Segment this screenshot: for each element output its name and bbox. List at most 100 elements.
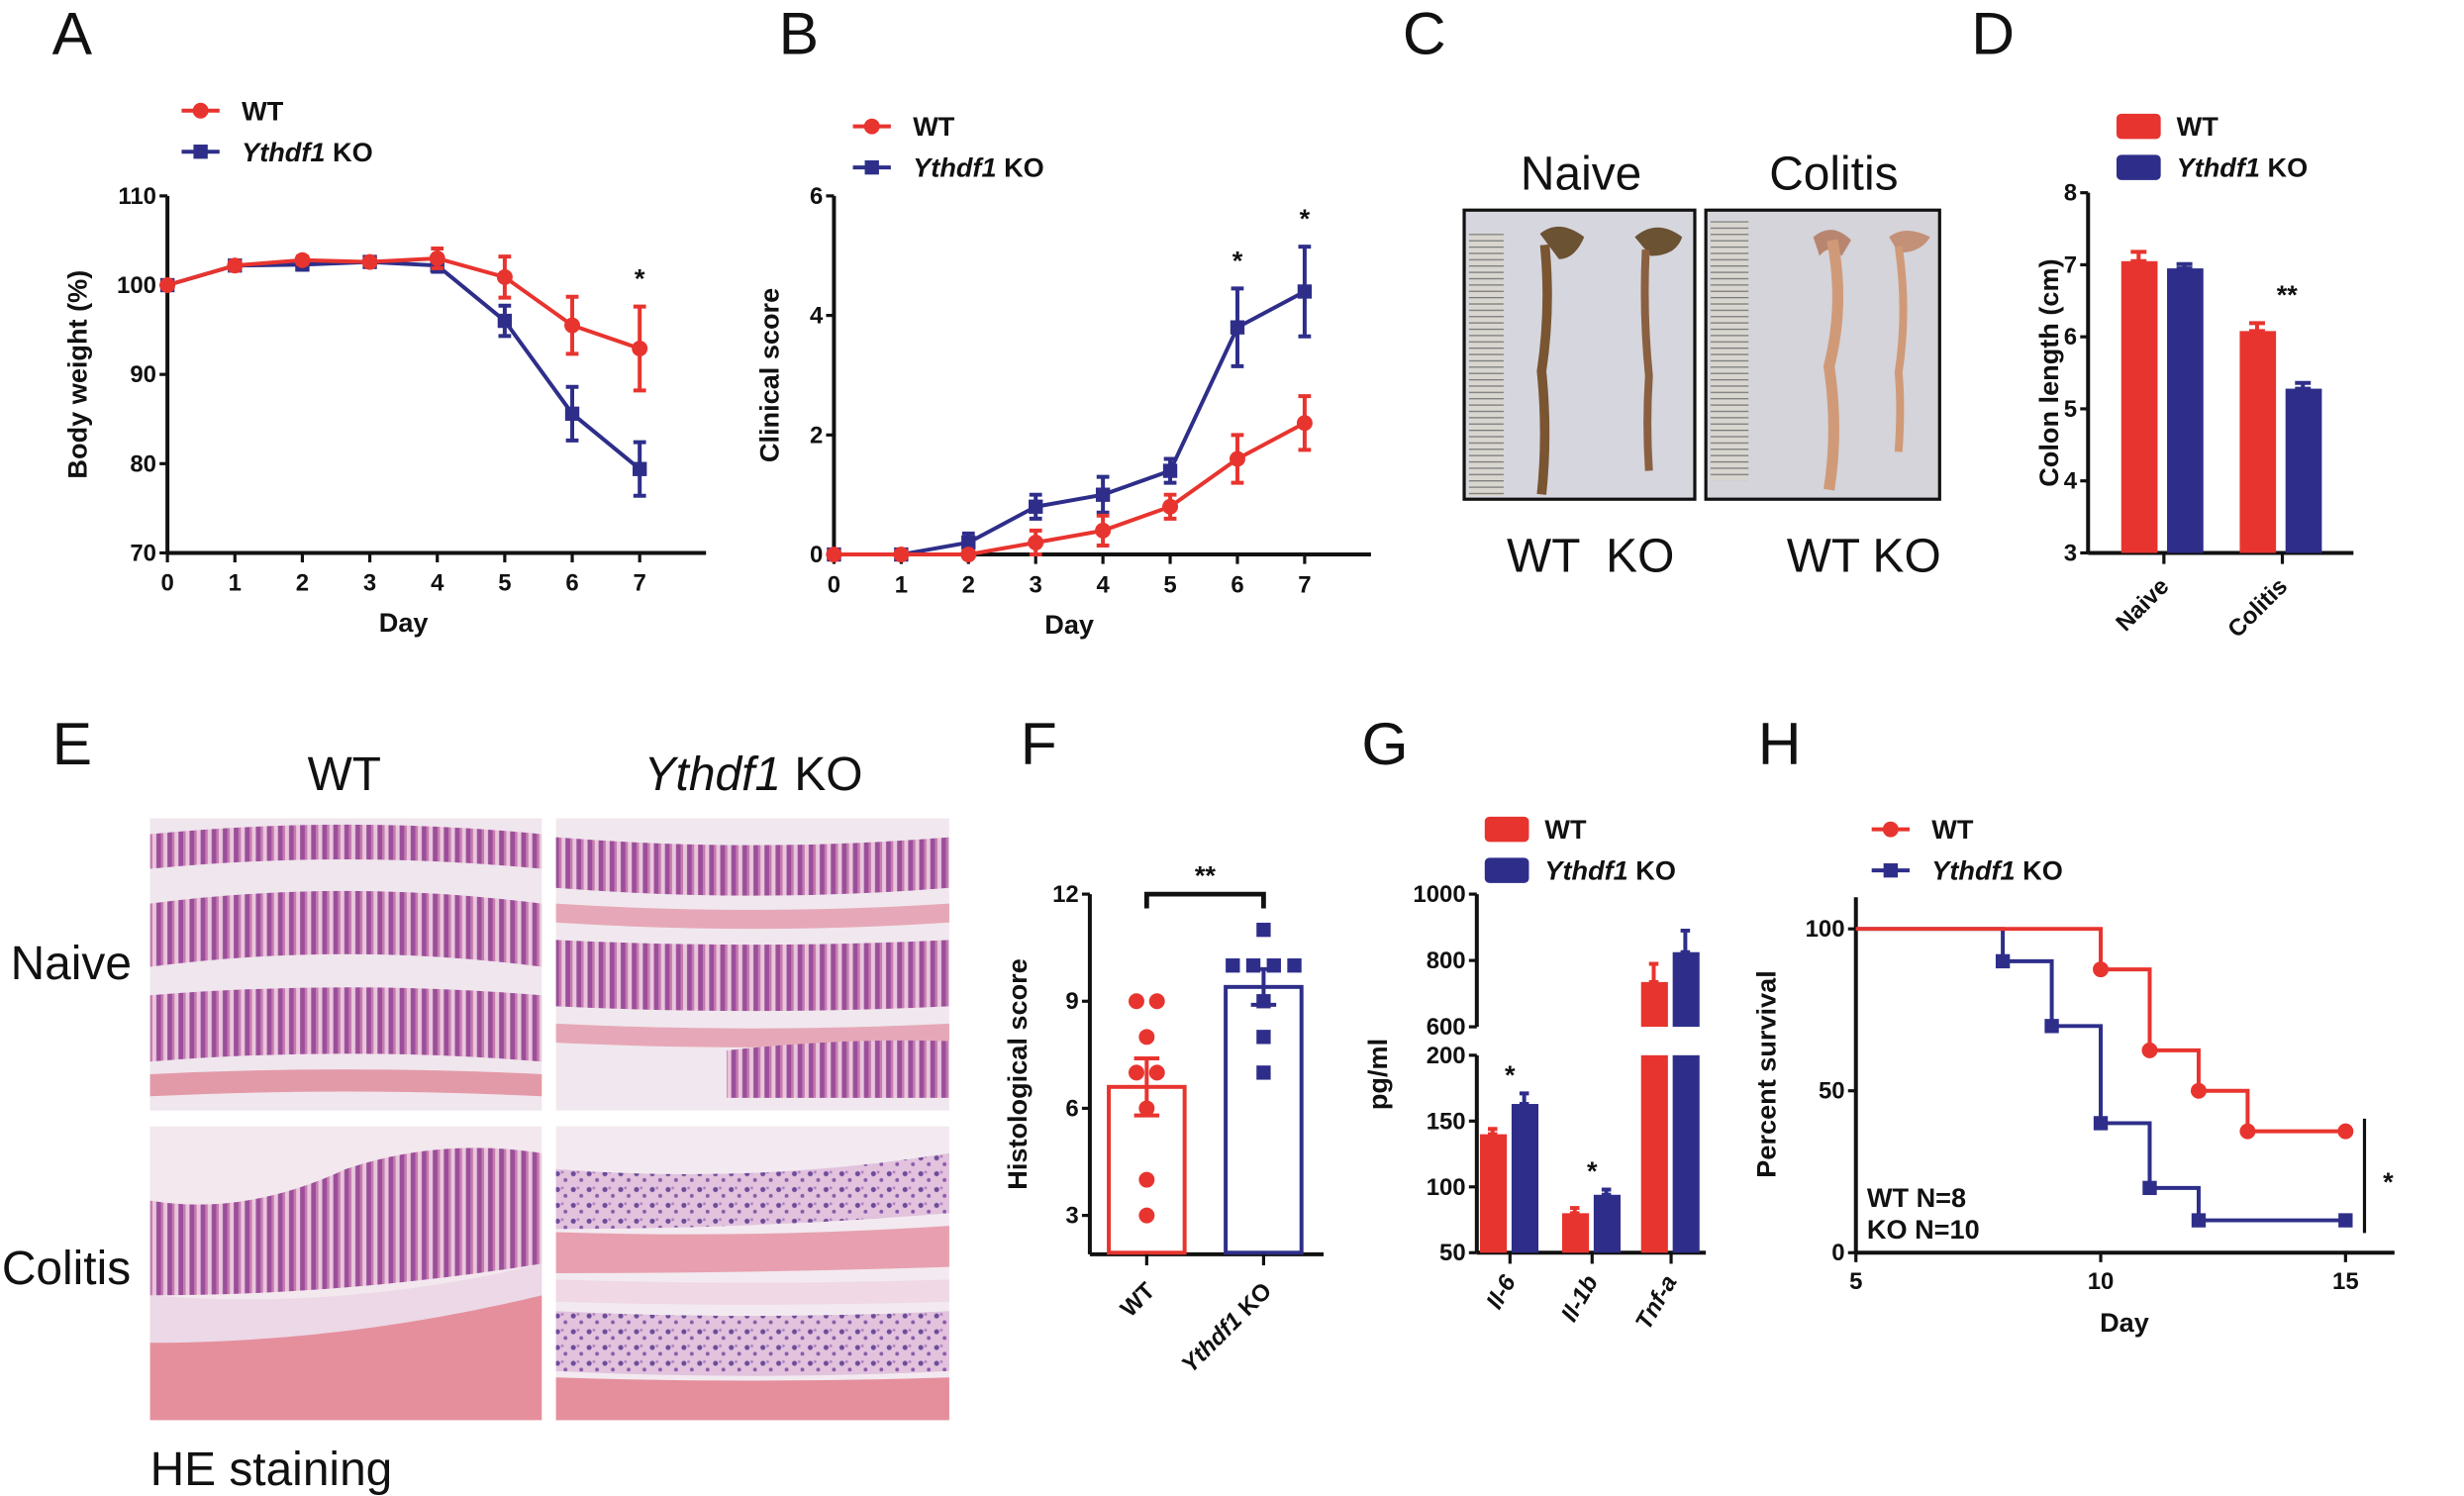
- y-axis-label: Clinical score: [754, 288, 785, 462]
- legend-label: WT: [913, 111, 955, 142]
- data-point: [294, 251, 311, 268]
- x-tick-label: 6: [1231, 571, 1243, 598]
- error-bar: [1519, 1091, 1529, 1107]
- histology-column-ko: Ythdf1 KO: [644, 748, 863, 801]
- y-tick-label: 0: [1831, 1240, 1844, 1266]
- y-tick-label: 5: [2064, 396, 2077, 423]
- ko-colon: [1894, 246, 1908, 452]
- y-tick-label: 6: [2064, 324, 2077, 350]
- data-point: [1138, 1207, 1155, 1224]
- y-tick-label: 4: [810, 303, 824, 330]
- data-point: [1029, 499, 1043, 514]
- panel-label-e: E: [52, 710, 92, 777]
- colitis-colon-photo: [1704, 208, 1941, 501]
- x-tick-label: 4: [1096, 571, 1110, 598]
- x-axis-label: Day: [379, 607, 429, 638]
- chart-d: 3 4 5 6 7 8 Naive Colitis ** Colon length (cm) WT Y…: [2033, 111, 2354, 644]
- error-bar: [2176, 261, 2193, 271]
- bar-ko-lower: [1672, 1054, 1700, 1253]
- x-tick-label: Il-1b: [1556, 1270, 1604, 1326]
- error-bar: [1648, 961, 1659, 984]
- bar-ko: [1511, 1104, 1539, 1253]
- legend-swatch: [2116, 113, 2161, 140]
- photo-title-colitis: Colitis: [1769, 148, 1898, 200]
- x-tick-label: Ythdf1 KO: [1176, 1277, 1277, 1378]
- series-line: [834, 289, 1306, 557]
- data-point: [1095, 522, 1112, 539]
- y-tick-label: 2: [810, 422, 823, 449]
- data-point: [1256, 922, 1271, 938]
- x-tick-label: 6: [565, 570, 578, 597]
- chart-a: 70 80 90 100 110 0 1 2 3 4 5 6 7 Day Body weight (%) * W…: [62, 95, 707, 638]
- error-bar: [2249, 321, 2265, 334]
- y-tick-label: 9: [1065, 988, 1078, 1015]
- y-tick-label: 150: [1427, 1108, 1466, 1135]
- y-tick-label: 1000: [1413, 881, 1465, 908]
- y-tick-label: 50: [1439, 1240, 1466, 1266]
- y-axis-label: Body weight (%): [62, 270, 93, 479]
- legend-label: WT: [2177, 111, 2219, 142]
- legend-swatch: [1484, 816, 1529, 843]
- censor-mark: [2338, 1213, 2353, 1228]
- data-point: [1287, 958, 1302, 973]
- bar-wt: [1479, 1134, 1508, 1253]
- legend-swatch: [2116, 154, 2161, 180]
- ruler: [1710, 221, 1749, 481]
- data-point: [632, 341, 648, 356]
- x-tick-label: 2: [962, 571, 975, 598]
- data-point: [1297, 284, 1313, 299]
- histology-row-colitis: Colitis: [2, 1243, 131, 1295]
- significance-asterisk: *: [2383, 1166, 2394, 1197]
- series-wt: [159, 247, 648, 393]
- panel-label-b: B: [779, 0, 819, 66]
- x-tick-label: 3: [363, 570, 376, 597]
- bar-wt-upper: [1640, 981, 1668, 1028]
- he-image-wt-naive: [149, 818, 542, 1111]
- data-point: [1230, 320, 1245, 335]
- significance-asterisk: *: [1300, 203, 1311, 234]
- group-count: WT N=8: [1867, 1182, 1966, 1213]
- photo-title-naive: Naive: [1521, 148, 1641, 200]
- x-tick-label: 0: [160, 570, 173, 597]
- series-line: [166, 255, 641, 350]
- legend-label: WT: [1931, 814, 1974, 845]
- chart-b: 0 2 4 6 0 1 2 3 4 5 6 7 Day Clinical score * * WT Ythdf1 …: [754, 111, 1371, 640]
- data-point: [497, 313, 513, 329]
- legend-label: WT: [1544, 814, 1587, 845]
- error-bar: [1601, 1187, 1612, 1197]
- data-point: [1148, 993, 1165, 1010]
- bar-ko: [1593, 1194, 1621, 1253]
- data-point: [1095, 487, 1111, 502]
- histology-row-naive: Naive: [11, 938, 132, 990]
- bar-wt-lower: [1640, 1054, 1668, 1253]
- y-tick-label: 100: [1427, 1174, 1466, 1201]
- x-tick-label: 5: [1163, 571, 1176, 598]
- data-point: [564, 406, 580, 422]
- censor-mark: [2044, 1019, 2059, 1034]
- error-bar: [2295, 380, 2312, 391]
- panel-label-d: D: [1971, 0, 2015, 66]
- data-point: [1148, 1064, 1165, 1081]
- photo-groups-naive: WT KO: [1507, 531, 1674, 583]
- y-tick-label: 3: [2064, 540, 2077, 566]
- y-tick-label: 600: [1427, 1014, 1466, 1041]
- x-tick-label: Colitis: [2222, 573, 2293, 644]
- data-point: [1138, 1100, 1155, 1117]
- legend-label: WT: [242, 95, 284, 126]
- ko-colon-cecum: [1634, 227, 1683, 256]
- histology-caption: HE staining: [150, 1444, 393, 1496]
- legend-label: Ythdf1 KO: [1931, 855, 2063, 886]
- data-point: [826, 547, 842, 563]
- significance-bracket: [1143, 891, 1266, 909]
- data-point: [1256, 1030, 1271, 1045]
- data-point: [1245, 958, 1261, 973]
- chart-f: 3 6 9 12 WT Ythdf1 KO ** Histological score: [1002, 860, 1325, 1378]
- x-tick-label: 7: [1298, 571, 1311, 598]
- y-tick-label: 6: [810, 183, 823, 210]
- bar-ko: [1224, 984, 1304, 1255]
- panel-label-g: G: [1361, 710, 1408, 777]
- panel-label-c: C: [1403, 0, 1446, 66]
- significance-asterisk: *: [1505, 1059, 1516, 1090]
